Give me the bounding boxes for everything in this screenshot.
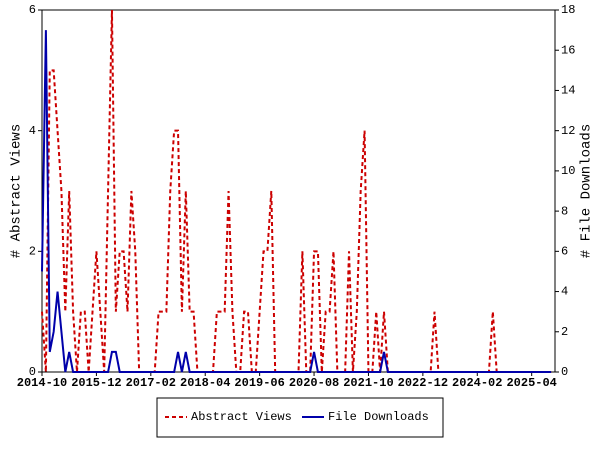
legend-label: File Downloads [328, 410, 429, 424]
x-tick-label: 2014-10 [17, 376, 67, 390]
y2-tick-label: 6 [561, 245, 568, 259]
y-tick-label: 0 [29, 365, 36, 379]
y-tick-label: 2 [29, 245, 36, 259]
x-tick-label: 2015-12 [71, 376, 121, 390]
x-tick-label: 2020-08 [289, 376, 339, 390]
y-axis-title: # Abstract Views [9, 124, 25, 258]
series-line [41, 30, 552, 373]
x-tick-label: 2019-06 [234, 376, 284, 390]
y2-tick-label: 8 [561, 204, 568, 218]
x-tick-label: 2022-12 [398, 376, 448, 390]
x-tick-label: 2017-02 [126, 376, 176, 390]
y2-axis-title: # File Downloads [579, 124, 595, 258]
y-tick-label: 6 [29, 3, 36, 17]
y2-tick-label: 16 [561, 43, 575, 57]
legend-label: Abstract Views [191, 410, 292, 424]
y2-tick-label: 2 [561, 325, 568, 339]
series-line [41, 9, 552, 373]
y2-tick-label: 4 [561, 285, 568, 299]
y2-tick-label: 18 [561, 3, 575, 17]
x-tick-label: 2018-04 [180, 376, 230, 390]
y2-tick-label: 12 [561, 124, 575, 138]
y2-tick-label: 10 [561, 164, 575, 178]
x-tick-label: 2021-10 [343, 376, 393, 390]
x-tick-label: 2025-04 [506, 376, 556, 390]
y2-tick-label: 0 [561, 365, 568, 379]
x-tick-label: 2024-02 [452, 376, 502, 390]
y2-tick-label: 14 [561, 84, 575, 98]
legend-box [156, 397, 444, 438]
y-tick-label: 4 [29, 124, 36, 138]
plot-frame [41, 9, 556, 373]
